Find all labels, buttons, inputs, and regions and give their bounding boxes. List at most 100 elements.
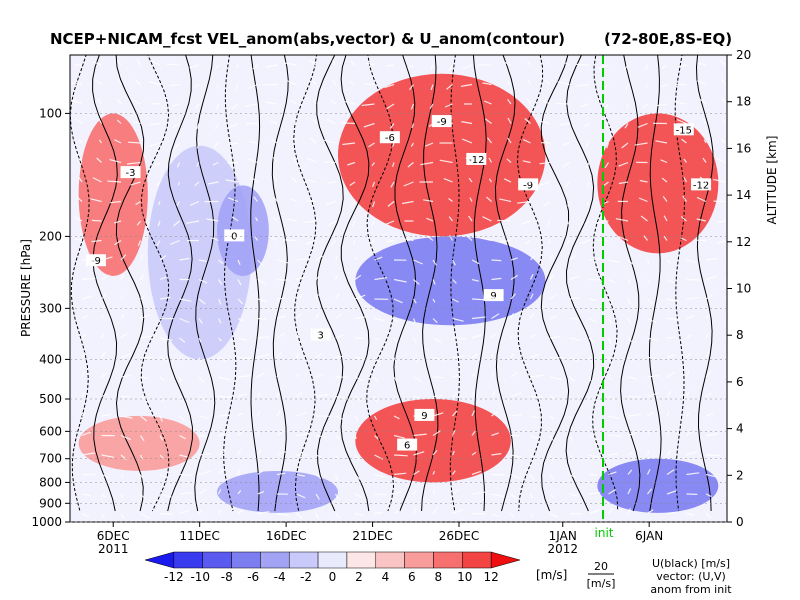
wind-vector	[91, 239, 102, 243]
wind-vector	[696, 80, 707, 86]
wind-vector	[363, 122, 375, 128]
wind-vector	[413, 376, 422, 382]
wind-vector	[212, 161, 219, 166]
pressure-tick-label: 300	[39, 301, 62, 315]
vector-scale: 20 [m/s]	[587, 560, 616, 590]
wind-vector	[349, 181, 356, 187]
wind-vector	[354, 376, 365, 382]
wind-vector	[562, 142, 570, 146]
wind-vectors	[70, 59, 727, 520]
wind-vector	[291, 177, 297, 183]
wind-vector	[510, 454, 523, 458]
wind-vector	[719, 60, 726, 66]
wind-vector	[384, 83, 395, 89]
wind-vector	[257, 278, 266, 285]
wind-vector	[194, 83, 200, 88]
init-label: init	[595, 526, 614, 540]
colorbar-swatch	[231, 551, 261, 569]
wind-vector	[372, 201, 376, 208]
wind-vector	[120, 332, 128, 339]
colorbar-label: -2	[300, 570, 312, 584]
wind-vector	[178, 357, 183, 362]
wind-vector	[198, 470, 211, 476]
wind-vector	[627, 488, 632, 495]
wind-vector	[101, 351, 106, 358]
wind-vector	[268, 236, 278, 242]
wind-vector	[196, 162, 200, 167]
wind-vector	[136, 220, 141, 226]
wind-vector	[412, 298, 417, 304]
wind-vector	[407, 162, 414, 168]
contour-line	[194, 55, 216, 512]
wind-vector	[373, 376, 379, 383]
wind-vector	[393, 357, 397, 364]
wind-vector	[140, 274, 144, 280]
wind-vector	[179, 317, 190, 324]
wind-vector	[426, 217, 434, 222]
altitude-tick-label: 14	[736, 188, 751, 202]
wind-vector	[100, 513, 106, 519]
wind-vector	[139, 254, 144, 261]
wind-vector	[452, 392, 460, 398]
pressure-tick-label: 500	[39, 392, 62, 406]
wind-vector	[491, 295, 503, 300]
colorbar-label: 4	[382, 570, 390, 584]
wind-vector	[491, 493, 504, 498]
wind-vector	[81, 431, 91, 437]
wind-vector	[588, 415, 595, 422]
wind-vector	[432, 337, 442, 343]
wind-vector	[720, 139, 726, 144]
wind-vector	[627, 413, 642, 417]
altitude-tick-label: 16	[736, 141, 751, 155]
colorbar-label: 8	[434, 570, 442, 584]
wind-vector	[510, 293, 516, 300]
wind-vector	[584, 220, 590, 225]
wind-vector	[624, 123, 629, 129]
wind-vector	[685, 391, 690, 397]
wind-vector	[627, 298, 631, 305]
wind-vector	[257, 353, 269, 359]
wind-vector	[227, 197, 239, 203]
contour-line	[140, 55, 170, 512]
wind-vector	[663, 215, 668, 222]
wind-vector	[257, 392, 262, 397]
wind-vector	[169, 83, 180, 87]
colorbar-swatch	[462, 551, 492, 569]
wind-vector	[296, 433, 310, 437]
wind-vector	[270, 120, 278, 125]
wind-vector	[272, 217, 278, 222]
wind-vector	[236, 64, 239, 69]
wind-vector	[196, 142, 200, 149]
altitude-tick-label: 10	[736, 282, 751, 296]
wind-vector	[452, 374, 460, 378]
wind-vector	[448, 64, 454, 71]
wind-vector	[276, 430, 285, 436]
wind-vector	[349, 60, 356, 66]
contour-label: -9	[523, 180, 533, 191]
wind-vector	[588, 357, 593, 364]
wind-vector	[579, 103, 590, 108]
wind-vector	[389, 123, 395, 129]
wind-vector	[559, 122, 570, 126]
wind-vector	[140, 415, 147, 422]
wind-vector	[151, 60, 161, 66]
wind-vector	[722, 98, 727, 105]
wind-vector	[393, 396, 399, 402]
wind-vector	[697, 62, 707, 66]
wind-vector	[282, 239, 297, 242]
wind-vector	[527, 61, 531, 66]
wind-vector	[567, 220, 571, 225]
wind-vector	[368, 142, 375, 148]
wind-vector	[403, 238, 414, 242]
wind-vector	[272, 156, 278, 163]
wind-vector	[385, 64, 395, 67]
wind-vector	[323, 161, 336, 164]
wind-vector	[159, 376, 165, 381]
wind-vector	[626, 103, 629, 108]
wind-vector	[81, 412, 87, 417]
wind-vector	[198, 489, 207, 495]
legend-note-vector: vector: (U,V)	[656, 570, 726, 583]
wind-vector	[332, 80, 337, 85]
wind-vector	[286, 218, 297, 222]
colorbar-swatch	[317, 551, 348, 569]
